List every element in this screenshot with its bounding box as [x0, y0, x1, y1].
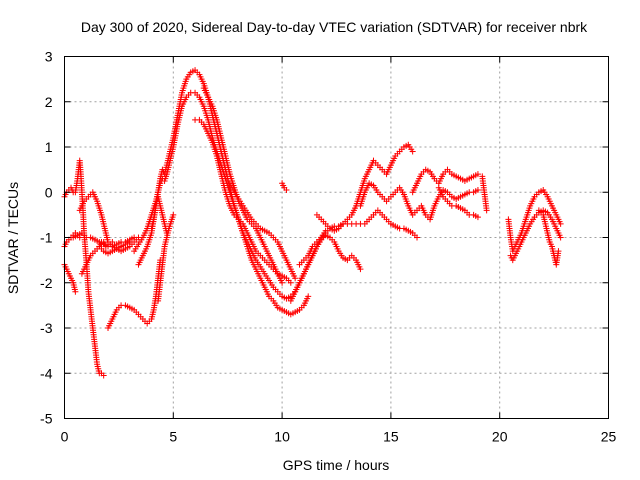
data-point	[100, 372, 107, 379]
data-point	[279, 279, 286, 286]
data-point	[414, 234, 421, 241]
data-marks	[61, 67, 564, 379]
data-point	[483, 207, 490, 214]
data-point	[170, 211, 177, 218]
data-point	[72, 288, 79, 295]
chart-title: Day 300 of 2020, Sidereal Day-to-day VTE…	[81, 19, 588, 35]
y-axis-label: SDTVAR / TECUs	[5, 182, 21, 294]
data-point	[287, 279, 294, 286]
y-tick-label: -5	[40, 411, 53, 427]
y-tick-label: -2	[40, 275, 53, 291]
data-point	[557, 220, 564, 227]
data-point	[292, 275, 299, 282]
x-tick-label: 0	[61, 429, 69, 445]
data-point	[357, 266, 364, 273]
data-point	[283, 186, 290, 193]
x-tick-label: 10	[274, 429, 290, 445]
data-point	[474, 214, 481, 221]
data-point	[474, 171, 481, 178]
x-tick-label: 5	[169, 429, 177, 445]
y-tick-label: 1	[45, 139, 53, 155]
x-tick-label: 15	[383, 429, 399, 445]
y-tick-label: -4	[40, 365, 53, 381]
data-point	[409, 148, 416, 155]
grid	[64, 56, 609, 419]
y-tick-label: 0	[45, 184, 53, 200]
data-point	[305, 293, 312, 300]
data-point	[555, 248, 562, 255]
y-tick-label: -3	[40, 320, 53, 336]
x-axis-label: GPS time / hours	[283, 457, 390, 473]
data-point	[557, 234, 564, 241]
data-point	[474, 186, 481, 193]
y-tick-label: -1	[40, 230, 53, 246]
y-tick-label: 3	[45, 49, 53, 65]
y-tick-label: 2	[45, 94, 53, 110]
x-tick-label: 25	[601, 429, 617, 445]
x-tick-label: 20	[492, 429, 508, 445]
data-point	[109, 239, 116, 246]
